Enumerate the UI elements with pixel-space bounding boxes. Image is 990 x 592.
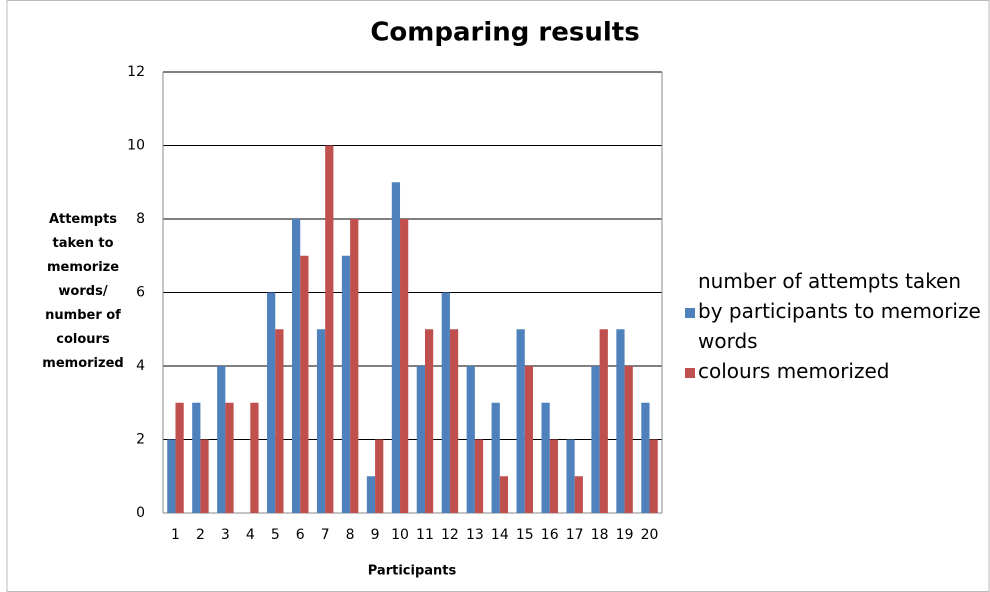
legend-swatch bbox=[685, 368, 695, 378]
x-tick-label: 16 bbox=[541, 527, 559, 543]
bar bbox=[591, 366, 600, 513]
bar bbox=[167, 439, 176, 513]
x-tick-label: 7 bbox=[321, 527, 330, 543]
bar bbox=[341, 255, 351, 513]
bar bbox=[624, 366, 633, 513]
bar bbox=[325, 145, 334, 513]
bar bbox=[291, 219, 301, 513]
x-tick-label: 5 bbox=[271, 527, 280, 543]
x-tick-label: 14 bbox=[491, 527, 509, 543]
bar bbox=[616, 329, 625, 513]
x-tick-label: 17 bbox=[566, 527, 584, 543]
y-tick-label: 8 bbox=[136, 211, 145, 227]
x-tick-label: 12 bbox=[441, 527, 459, 543]
bar bbox=[641, 402, 650, 513]
bar bbox=[316, 329, 326, 513]
bar bbox=[449, 329, 459, 513]
bar bbox=[200, 439, 209, 513]
x-tick-label: 20 bbox=[641, 527, 659, 543]
y-tick-label: 2 bbox=[136, 432, 145, 448]
bar bbox=[549, 439, 558, 513]
bar bbox=[541, 402, 550, 513]
bar bbox=[400, 219, 409, 513]
bar bbox=[466, 366, 475, 513]
bar bbox=[250, 402, 259, 513]
x-tick-label: 1 bbox=[171, 527, 180, 543]
bar bbox=[391, 182, 401, 513]
x-tick-label: 3 bbox=[221, 527, 230, 543]
bar bbox=[275, 329, 284, 513]
bar bbox=[192, 402, 201, 513]
y-tick-label: 0 bbox=[136, 505, 145, 521]
chart-title: Comparing results bbox=[370, 18, 639, 48]
y-axis-label: Attempts taken to memorize words/ number… bbox=[42, 212, 124, 371]
x-tick-label: 19 bbox=[616, 527, 634, 543]
bar bbox=[375, 439, 384, 513]
legend-swatch bbox=[685, 308, 695, 318]
bar bbox=[366, 476, 376, 513]
x-tick-label: 11 bbox=[416, 527, 434, 543]
bar bbox=[524, 366, 534, 513]
bar bbox=[424, 329, 434, 513]
bar bbox=[416, 366, 425, 513]
bar bbox=[599, 329, 608, 513]
x-tick-label: 15 bbox=[516, 527, 534, 543]
bar bbox=[574, 476, 583, 513]
bar bbox=[350, 219, 359, 513]
x-tick-label: 18 bbox=[591, 527, 609, 543]
bar bbox=[267, 292, 276, 513]
x-tick-label: 10 bbox=[391, 527, 409, 543]
bar bbox=[300, 255, 309, 513]
x-tick-label: 6 bbox=[296, 527, 305, 543]
legend: number of attempts taken by participants… bbox=[682, 266, 982, 386]
x-tick-label: 9 bbox=[371, 527, 380, 543]
bar bbox=[499, 476, 509, 513]
legend-item: colours memorized bbox=[682, 356, 982, 386]
legend-label: number of attempts taken by participants… bbox=[698, 269, 981, 353]
y-tick-label: 4 bbox=[136, 358, 145, 374]
bar bbox=[516, 329, 525, 513]
x-tick-label: 8 bbox=[346, 527, 355, 543]
bar bbox=[474, 439, 484, 513]
y-tick-label: 10 bbox=[127, 138, 145, 154]
bar bbox=[491, 402, 500, 513]
y-tick-label: 6 bbox=[136, 285, 145, 301]
y-tick-label: 12 bbox=[127, 64, 145, 80]
bar bbox=[649, 439, 658, 513]
legend-item: number of attempts taken by participants… bbox=[682, 266, 982, 356]
bar bbox=[217, 366, 226, 513]
x-axis-label: Participants bbox=[368, 564, 457, 579]
x-tick-label: 4 bbox=[246, 527, 255, 543]
bar bbox=[441, 292, 450, 513]
legend-label: colours memorized bbox=[698, 359, 890, 383]
bar bbox=[566, 439, 575, 513]
x-tick-label: 2 bbox=[196, 527, 205, 543]
bar bbox=[175, 402, 184, 513]
x-tick-label: 13 bbox=[466, 527, 484, 543]
bar bbox=[225, 402, 234, 513]
